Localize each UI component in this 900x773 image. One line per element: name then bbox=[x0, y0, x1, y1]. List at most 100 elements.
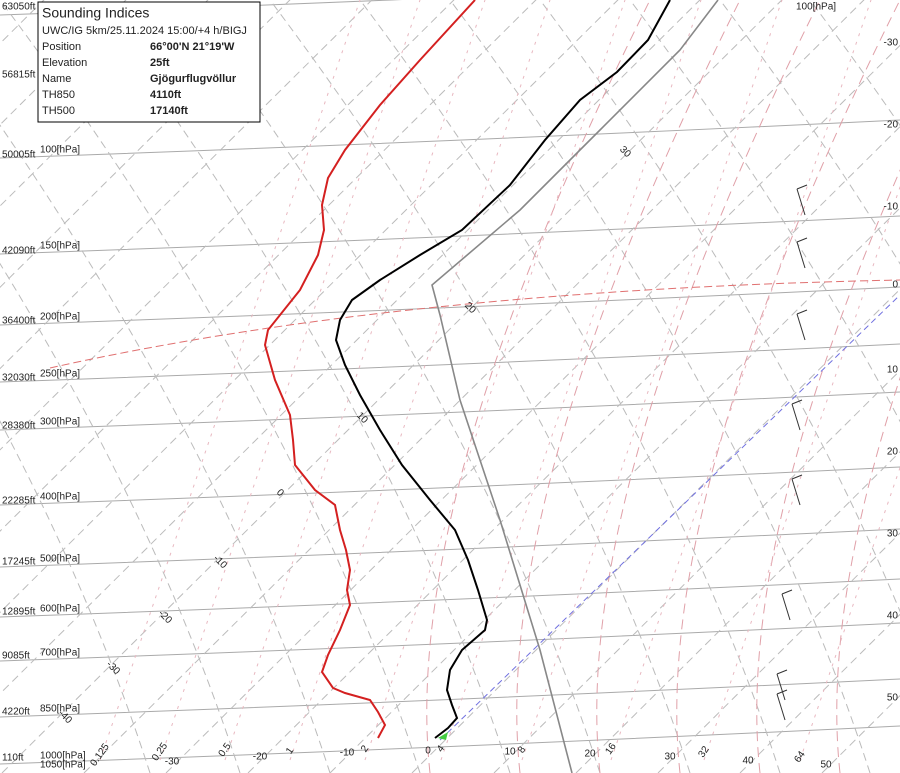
isobar bbox=[0, 528, 900, 568]
altitude-label: 12895ft bbox=[2, 607, 36, 618]
mixing-ratio-line bbox=[289, 0, 551, 761]
isotherm-label: -10 bbox=[211, 553, 229, 571]
dry-adiabat bbox=[629, 0, 900, 423]
dry-adiabat bbox=[539, 0, 900, 613]
wind-barb bbox=[796, 188, 806, 216]
altitude-label: 42090ft bbox=[2, 246, 36, 257]
dry-adiabat bbox=[269, 0, 691, 773]
dry-adiabat bbox=[179, 0, 601, 773]
bottom-temperature-label: -10 bbox=[340, 748, 355, 759]
wind-barb bbox=[796, 309, 808, 315]
info-title: Sounding Indices bbox=[42, 5, 149, 21]
mixing-ratio-label: 2 bbox=[359, 743, 371, 754]
wind-barb bbox=[776, 673, 786, 701]
isotherm-label: -30 bbox=[104, 659, 122, 677]
info-value: Gjögurflugvöllur bbox=[150, 73, 237, 85]
isobar bbox=[0, 578, 900, 618]
altitude-label: 32030ft bbox=[2, 373, 36, 384]
pressure-label: 250[hPa] bbox=[40, 369, 80, 380]
isotherm bbox=[821, 694, 900, 773]
pressure-label: 150[hPa] bbox=[40, 241, 80, 252]
info-value: 25ft bbox=[150, 57, 170, 69]
moist-adiabat bbox=[836, 376, 900, 773]
wind-barb bbox=[781, 589, 793, 595]
bottom-temperature-label: -30 bbox=[165, 757, 180, 768]
dry-adiabat bbox=[809, 0, 900, 127]
right-temperature-label: -10 bbox=[884, 202, 899, 213]
mixing-ratio-label: 4 bbox=[435, 743, 447, 754]
isotherm bbox=[493, 369, 900, 773]
blue-dashed bbox=[439, 294, 900, 741]
pressure-label: 400[hPa] bbox=[40, 492, 80, 503]
altitude-label: 56815ft bbox=[2, 70, 36, 81]
pressure-label: 100[hPa] bbox=[40, 145, 80, 156]
right-temperature-label: 0 bbox=[892, 280, 898, 291]
altitude-label: 17245ft bbox=[2, 557, 36, 568]
mixing-ratio-label: 8 bbox=[516, 744, 528, 755]
bottom-temperature-label: 50 bbox=[820, 760, 832, 771]
wind-barb bbox=[791, 474, 803, 480]
mixing-ratio-label: 0.125 bbox=[88, 741, 112, 768]
info-value: 4110ft bbox=[150, 89, 182, 101]
isobar bbox=[0, 391, 900, 431]
right-temperature-label: 50 bbox=[887, 693, 899, 704]
pressure-label: 850[hPa] bbox=[40, 704, 80, 715]
bottom-temperature-label: 30 bbox=[664, 752, 676, 763]
isotherm-label: 10 bbox=[354, 410, 370, 426]
info-key: Name bbox=[42, 73, 71, 85]
pressure-label: 100[hPa] bbox=[796, 2, 836, 13]
moist-adiabat bbox=[426, 0, 651, 773]
mixing-ratio-label: 1 bbox=[284, 745, 296, 756]
wind-barb bbox=[796, 241, 806, 269]
altitude-label: 50005ft bbox=[2, 150, 36, 161]
mixing-ratio-label: 64 bbox=[792, 749, 808, 765]
freezing-level bbox=[49, 279, 900, 369]
wind-barb bbox=[791, 399, 803, 405]
surface-marker bbox=[438, 732, 448, 740]
wind-barb bbox=[796, 237, 808, 243]
altitude-label: 9085ft bbox=[2, 651, 30, 662]
wind-barb bbox=[776, 689, 788, 695]
altitude-label: 63050ft bbox=[2, 2, 36, 13]
mixing-ratio-line bbox=[521, 0, 783, 761]
isotherm bbox=[329, 207, 900, 773]
isotherm bbox=[657, 532, 900, 773]
isotherm-label: 30 bbox=[617, 144, 633, 160]
mixing-ratio-line bbox=[224, 0, 486, 761]
right-temperature-label: -20 bbox=[884, 120, 899, 131]
moist-adiabat bbox=[676, 0, 900, 773]
dry-adiabat bbox=[719, 0, 900, 265]
pressure-label: 500[hPa] bbox=[40, 554, 80, 565]
info-box-frame bbox=[37, 1, 261, 123]
mixing-ratio-line bbox=[364, 0, 626, 761]
altitude-label: 110ft bbox=[2, 753, 24, 764]
bottom-temperature-label: 20 bbox=[584, 749, 596, 760]
pressure-label: 1050[hPa] bbox=[40, 760, 86, 771]
info-key: TH850 bbox=[42, 89, 75, 101]
info-subtitle: UWC/IG 5km/25.11.2024 15:00/+4 h/BIGJ bbox=[42, 25, 247, 37]
altitude-label: 36400ft bbox=[2, 316, 36, 327]
bottom-temperature-label: 40 bbox=[742, 756, 754, 767]
moist-adiabat bbox=[756, 169, 900, 773]
isotherm bbox=[0, 0, 455, 451]
dry-adiabat bbox=[359, 0, 781, 773]
isobar bbox=[0, 725, 900, 765]
info-value: 17140ft bbox=[150, 105, 188, 117]
wind-barb bbox=[776, 693, 786, 721]
pressure-label: 300[hPa] bbox=[40, 417, 80, 428]
pressure-label: 600[hPa] bbox=[40, 604, 80, 615]
temperature-curve bbox=[334, 0, 671, 739]
mixing-ratio-label: 32 bbox=[696, 744, 712, 760]
right-temperature-label: 40 bbox=[887, 611, 899, 622]
wind-barb bbox=[791, 403, 801, 431]
bottom-temperature-label: 0 bbox=[425, 746, 431, 757]
curves bbox=[49, 0, 900, 773]
isotherm bbox=[411, 288, 900, 773]
mixing-ratio-line bbox=[610, 0, 872, 761]
right-temperature-label: 10 bbox=[887, 365, 899, 376]
info-box: Sounding Indices UWC/IG 5km/25.11.2024 1… bbox=[37, 1, 261, 123]
pressure-label: 200[hPa] bbox=[40, 312, 80, 323]
mixing-ratio-line bbox=[440, 0, 702, 761]
right-temperature-label: -30 bbox=[884, 38, 899, 49]
